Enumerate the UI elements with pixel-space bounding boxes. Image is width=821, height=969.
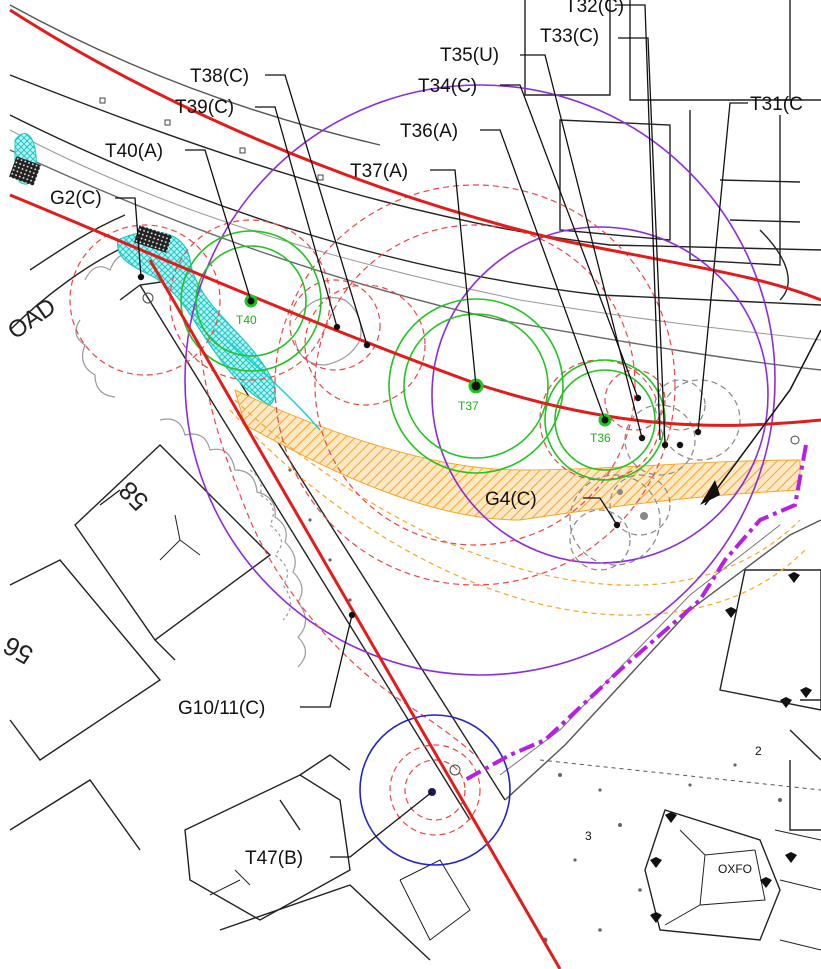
label-t40: T40(A) <box>105 141 163 162</box>
orange-dashed-line-2 <box>229 409 806 616</box>
label-t37: T37(A) <box>350 161 408 182</box>
road-name: OAD <box>3 293 61 345</box>
green-canopy-circles <box>180 230 666 481</box>
dark-hatch-block-2 <box>134 225 172 253</box>
tree-symbols <box>650 572 812 923</box>
purple-canopy-circle-1 <box>184 84 776 676</box>
leader-lines <box>115 4 748 858</box>
label-t34: T34(C) <box>418 76 477 97</box>
house-number-56: 56 <box>0 630 38 670</box>
magenta-access-route <box>464 444 808 782</box>
label-g10-11: G10/11(C) <box>178 698 265 719</box>
tag-t37: T37 <box>458 399 479 413</box>
tag-t40: T40 <box>236 313 257 327</box>
label-t38: T38(C) <box>190 66 249 87</box>
oxfo-label: OXFO <box>718 862 752 876</box>
label-t39: T39(C) <box>175 97 234 118</box>
tree-labels: T32(C) T33(C) T35(U) T34(C) T31(C T38(C)… <box>50 0 803 869</box>
pointer-line-right <box>704 329 821 506</box>
label-t32: T32(C) <box>565 0 624 17</box>
tag-t36: T36 <box>590 431 611 445</box>
label-t36: T36(A) <box>400 121 458 142</box>
road-marks <box>99 97 800 776</box>
house-number-58: 58 <box>113 475 155 517</box>
pavement-dots <box>288 468 782 943</box>
grey-dashed-circles <box>569 379 741 571</box>
tree-tags: T40 T37 T36 <box>236 313 611 445</box>
orange-dashed-line <box>234 399 801 586</box>
blue-canopy-circle <box>359 714 511 866</box>
plot-number-3: 3 <box>585 829 592 843</box>
plot-number-2: 2 <box>755 744 762 758</box>
label-g2: G2(C) <box>50 188 102 209</box>
label-t47: T47(B) <box>245 848 303 869</box>
label-g4: G4(C) <box>485 489 537 510</box>
label-t31: T31(C <box>750 94 803 115</box>
dark-hatch-block-1 <box>9 156 41 186</box>
arrow-head <box>700 480 720 505</box>
label-t33: T33(C) <box>540 26 599 47</box>
label-t35: T35(U) <box>440 45 499 66</box>
